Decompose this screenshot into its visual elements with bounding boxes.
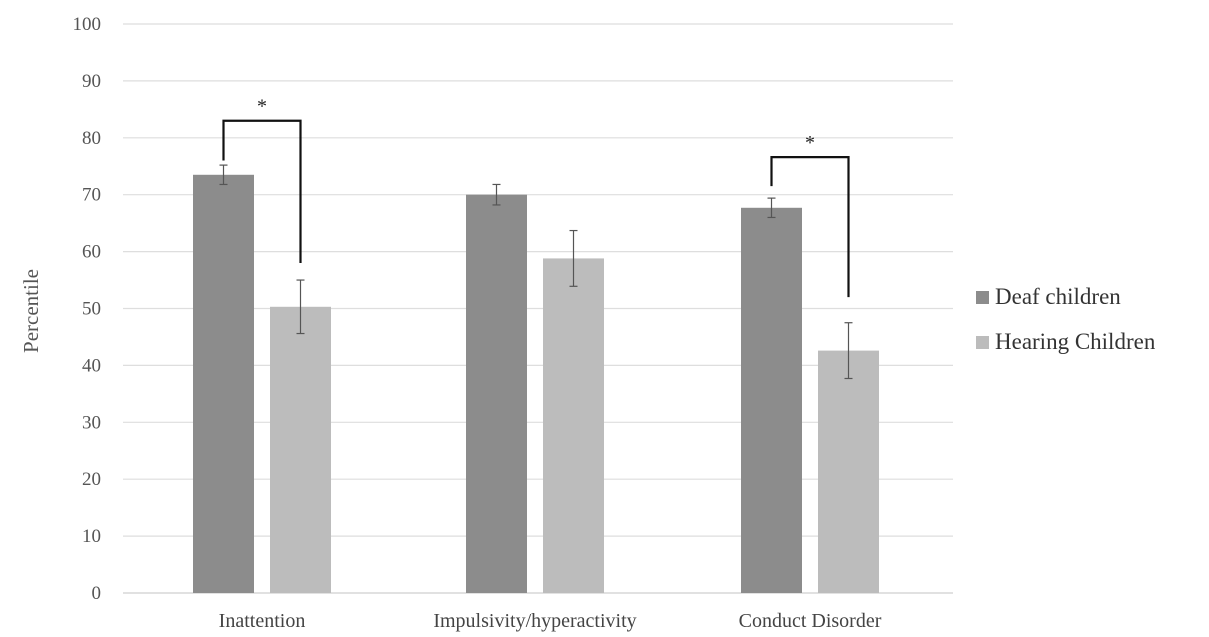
bar-deaf-0 — [193, 174, 254, 593]
error-bars — [219, 164, 853, 380]
y-tick-label: 40 — [82, 355, 101, 376]
legend-label-hearing: Hearing Children — [995, 329, 1156, 354]
bars — [193, 174, 879, 594]
y-tick-label: 60 — [82, 242, 101, 263]
y-tick-label: 90 — [82, 71, 101, 92]
bar-hearing-1 — [543, 258, 604, 593]
y-tick-label: 20 — [82, 469, 101, 490]
y-tick-label: 70 — [82, 185, 101, 206]
category-label: Inattention — [219, 610, 306, 632]
bar-deaf-1 — [466, 194, 527, 593]
y-tick-label: 100 — [73, 14, 102, 35]
y-tick-label: 50 — [82, 299, 101, 320]
bar-hearing-2 — [818, 350, 879, 593]
y-tick-label: 0 — [92, 583, 102, 604]
category-label: Impulsivity/hyperactivity — [433, 610, 636, 632]
legend: Deaf children Hearing Children — [976, 284, 1156, 354]
y-tick-labels: 0 10 20 30 40 50 60 70 80 90 100 — [73, 14, 102, 604]
category-label: Conduct Disorder — [739, 610, 882, 632]
gridlines — [123, 23, 953, 594]
y-axis-label: Percentile — [19, 269, 43, 353]
legend-label-deaf: Deaf children — [995, 284, 1121, 309]
significance-bracket — [770, 156, 850, 298]
significance-bracket — [222, 119, 302, 263]
significance-marker: * — [805, 132, 815, 154]
significance-marker: * — [257, 96, 267, 118]
y-tick-label: 30 — [82, 412, 101, 433]
bar-hearing-0 — [270, 306, 331, 593]
category-labels: Inattention Impulsivity/hyperactivity Cond… — [219, 610, 882, 632]
y-tick-label: 80 — [82, 128, 101, 149]
bar-deaf-2 — [741, 207, 802, 594]
legend-swatch-hearing — [976, 336, 989, 349]
significance-brackets: ** — [222, 96, 850, 298]
legend-swatch-deaf — [976, 291, 989, 304]
y-tick-label: 10 — [82, 526, 101, 547]
